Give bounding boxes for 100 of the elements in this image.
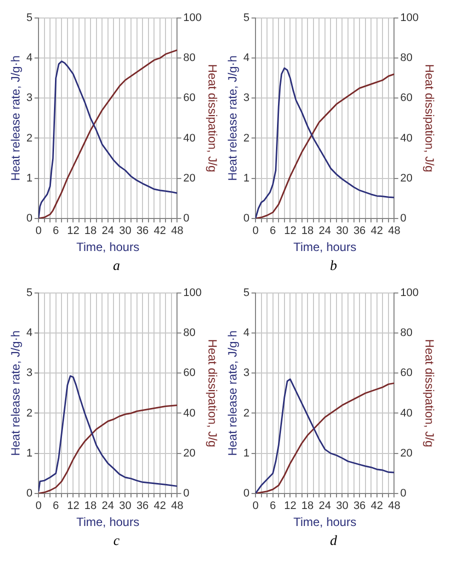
- y-axis-title: Heat release rate, J/g·h: [226, 330, 240, 456]
- text: a: [112, 258, 121, 276]
- x-tick-label: 30: [336, 500, 348, 512]
- y-tick-label: 2: [243, 132, 250, 144]
- y-tick-label: 4: [26, 327, 33, 340]
- x-tick-label: 0: [35, 500, 42, 512]
- x-tick-label: 6: [270, 225, 276, 238]
- y-tick-label: 0: [243, 487, 250, 500]
- y2-tick-label: 100: [183, 12, 202, 24]
- x-tick-label: 48: [388, 225, 400, 238]
- x-tick-label: 48: [388, 500, 400, 512]
- y2-axis-title: Heat dissipation, J/g: [205, 64, 220, 172]
- y2-tick-label: 60: [183, 92, 196, 104]
- x-tick-label: 24: [318, 500, 332, 512]
- x-tick-label: 6: [52, 225, 59, 238]
- x-tick-label: 6: [52, 500, 59, 512]
- text: c: [112, 533, 121, 551]
- y2-tick-label: 20: [400, 172, 412, 184]
- y-axis-title: Heat release rate, J/g·h: [8, 55, 23, 181]
- y-tick-label: 3: [243, 367, 250, 380]
- y-tick-label: 5: [243, 287, 250, 300]
- y2-tick-label: 80: [400, 327, 412, 340]
- x-tick-label: 18: [301, 225, 314, 238]
- x-tick-label: 48: [171, 225, 184, 238]
- y-tick-label: 1: [26, 172, 33, 184]
- y2-tick-label: 0: [400, 487, 406, 500]
- y2-tick-label: 80: [183, 327, 196, 340]
- y2-tick-label: 60: [400, 367, 412, 380]
- x-axis-title: Time, hours: [293, 515, 356, 530]
- x-tick-label: 0: [252, 225, 259, 238]
- x-tick-label: 30: [336, 225, 348, 238]
- y-tick-label: 1: [26, 447, 33, 460]
- y2-tick-label: 100: [400, 287, 419, 300]
- x-tick-label: 36: [136, 500, 149, 512]
- x-tick-label: 24: [318, 225, 332, 238]
- y2-axis-title: Heat dissipation, J/g: [422, 64, 436, 172]
- y2-axis-title: Heat dissipation, J/g: [422, 339, 436, 448]
- y-tick-label: 0: [26, 212, 33, 224]
- y2-tick-label: 100: [183, 287, 202, 300]
- x-tick-label: 36: [353, 500, 366, 512]
- y-tick-label: 5: [26, 287, 33, 300]
- text: b: [329, 258, 338, 276]
- y2-tick-label: 20: [183, 447, 196, 460]
- y2-tick-label: 40: [183, 407, 196, 420]
- y-axis-title: Heat release rate, J/g·h: [226, 55, 240, 181]
- x-axis-title: Time, hours: [76, 515, 140, 530]
- x-tick-label: 18: [301, 500, 314, 512]
- y-tick-label: 2: [243, 407, 250, 420]
- x-tick-label: 0: [252, 500, 259, 512]
- y2-tick-label: 60: [183, 367, 196, 380]
- x-tick-label: 42: [370, 225, 384, 238]
- y-tick-label: 4: [243, 327, 250, 340]
- y2-tick-label: 100: [400, 12, 419, 24]
- x-tick-label: 24: [102, 500, 114, 512]
- y-tick-label: 3: [26, 367, 33, 380]
- y2-tick-label: 40: [183, 132, 196, 144]
- x-tick-label: 18: [84, 225, 97, 238]
- y-tick-label: 1: [243, 172, 250, 184]
- y-tick-label: 2: [26, 132, 33, 144]
- y2-tick-label: 80: [400, 52, 412, 64]
- x-axis-title: Time, hours: [293, 240, 356, 254]
- y2-tick-label: 20: [400, 447, 412, 460]
- x-tick-label: 36: [353, 225, 366, 238]
- y-tick-label: 4: [26, 52, 33, 64]
- y-tick-label: 1: [243, 447, 250, 460]
- y-tick-label: 5: [243, 12, 250, 24]
- y-tick-label: 0: [243, 212, 250, 224]
- x-tick-label: 30: [119, 500, 132, 512]
- x-tick-label: 12: [67, 500, 80, 512]
- y-tick-label: 3: [26, 92, 33, 104]
- y2-tick-label: 60: [400, 92, 412, 104]
- y-tick-label: 3: [243, 92, 250, 104]
- y2-tick-label: 80: [183, 52, 196, 64]
- y2-tick-label: 0: [400, 212, 406, 224]
- x-tick-label: 42: [370, 500, 384, 512]
- x-tick-label: 12: [67, 225, 80, 238]
- y-tick-label: 4: [243, 52, 250, 64]
- x-tick-label: 42: [154, 225, 166, 238]
- y2-tick-label: 40: [400, 407, 412, 420]
- x-tick-label: 42: [154, 500, 166, 512]
- x-tick-label: 24: [102, 225, 114, 238]
- x-tick-label: 12: [284, 225, 296, 238]
- y2-axis-title: Heat dissipation, J/g: [205, 339, 220, 448]
- x-axis-title: Time, hours: [76, 240, 140, 254]
- y2-tick-label: 0: [183, 212, 190, 224]
- y-axis-title: Heat release rate, J/g·h: [8, 330, 23, 456]
- y2-tick-label: 20: [183, 172, 196, 184]
- x-tick-label: 30: [119, 225, 132, 238]
- x-tick-label: 36: [136, 225, 149, 238]
- x-tick-label: 6: [270, 500, 276, 512]
- x-tick-label: 18: [84, 500, 97, 512]
- text: d: [329, 533, 338, 551]
- x-tick-label: 12: [284, 500, 296, 512]
- y-tick-label: 2: [26, 407, 33, 420]
- y2-tick-label: 40: [400, 132, 412, 144]
- x-tick-label: 48: [171, 500, 184, 512]
- y-tick-label: 0: [26, 487, 33, 500]
- y-tick-label: 5: [26, 12, 33, 24]
- y2-tick-label: 0: [183, 487, 190, 500]
- x-tick-label: 0: [35, 225, 42, 238]
